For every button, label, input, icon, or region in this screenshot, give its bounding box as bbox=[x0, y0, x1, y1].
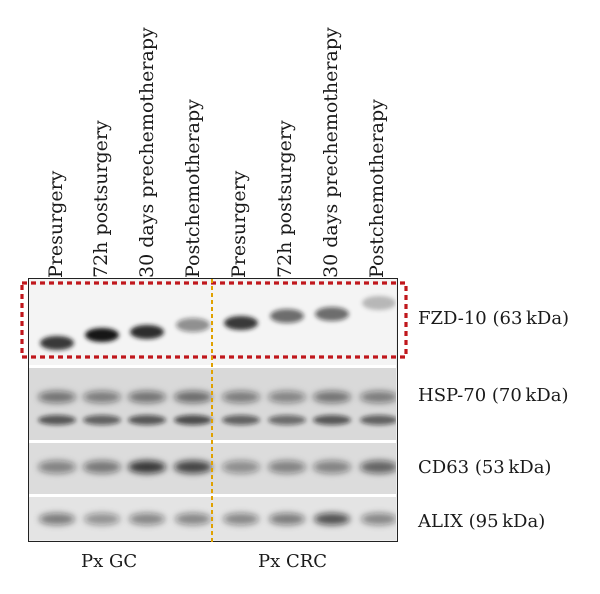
hsp70-band-lower bbox=[222, 415, 260, 425]
cd63-band bbox=[313, 460, 351, 474]
hsp70-band-upper bbox=[174, 391, 212, 403]
alix-band bbox=[129, 513, 165, 525]
hsp70-band-lower bbox=[313, 415, 351, 425]
fzd10-band bbox=[315, 307, 349, 321]
alix-band bbox=[223, 513, 259, 525]
fzd10-band bbox=[176, 318, 210, 332]
fzd10-band bbox=[362, 296, 396, 310]
hsp70-band-upper bbox=[222, 391, 260, 403]
cd63-band bbox=[360, 460, 396, 474]
fzd10-band bbox=[270, 309, 304, 323]
target-label-alix: ALIX (95 kDa) bbox=[418, 511, 546, 532]
fzd10-band bbox=[40, 336, 74, 350]
cd63-band bbox=[222, 460, 260, 474]
hsp70-band-upper bbox=[313, 391, 351, 403]
fzd10-highlight-box bbox=[20, 281, 408, 359]
alix-band bbox=[361, 513, 396, 525]
hsp70-band-lower bbox=[174, 415, 212, 425]
alix-band bbox=[314, 513, 350, 525]
fzd10-band bbox=[224, 316, 258, 330]
fzd10-band bbox=[85, 328, 119, 342]
hsp70-band-lower bbox=[38, 415, 76, 425]
hsp70-band-lower bbox=[83, 415, 121, 425]
target-label-cd63: CD63 (53 kDa) bbox=[418, 457, 552, 478]
hsp70-band-upper bbox=[38, 391, 76, 403]
target-label-hsp70: HSP-70 (70 kDa) bbox=[418, 385, 569, 406]
hsp70-band-lower bbox=[128, 415, 166, 425]
hsp70-band-upper bbox=[128, 391, 166, 403]
hsp70-band-upper bbox=[268, 391, 306, 403]
cd63-band bbox=[38, 460, 76, 474]
alix-band bbox=[269, 513, 305, 525]
target-label-fzd10: FZD-10 (63 kDa) bbox=[418, 308, 570, 329]
hsp70-band-lower bbox=[360, 415, 396, 425]
alix-band bbox=[84, 513, 120, 525]
cd63-band bbox=[128, 460, 166, 474]
group-label-gc: Px GC bbox=[81, 551, 138, 572]
hsp70-band-upper bbox=[83, 391, 121, 403]
cd63-band bbox=[268, 460, 306, 474]
panel-divider bbox=[29, 494, 396, 497]
fzd10-band bbox=[130, 325, 164, 339]
alix-band bbox=[39, 513, 75, 525]
alix-band bbox=[175, 513, 211, 525]
cd63-band bbox=[174, 460, 212, 474]
hsp70-band-upper bbox=[360, 391, 396, 403]
cd63-band bbox=[83, 460, 121, 474]
group-label-crc: Px CRC bbox=[258, 551, 328, 572]
hsp70-band-lower bbox=[268, 415, 306, 425]
